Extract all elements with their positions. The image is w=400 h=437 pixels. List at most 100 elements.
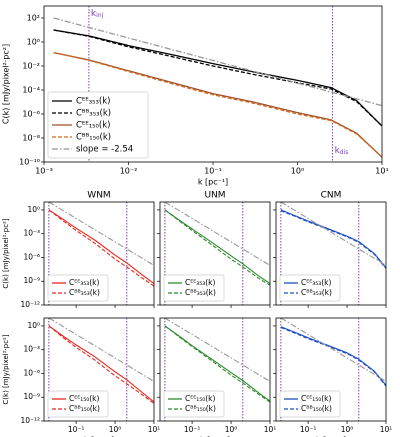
x-tick-label: 10⁰: [225, 425, 238, 434]
legend-label: Cᴱᴱ₁₅₀(k): [69, 394, 99, 403]
legend-label: Cᴮᴮ₃₅₃(k): [69, 288, 100, 297]
x-axis-label: k [pc⁻¹]: [316, 436, 346, 437]
legend-label: Cᴱᴱ₃₅₃(k): [185, 278, 215, 287]
y-axis-label: C(k) [mJy/pixel²·pc²]: [2, 218, 10, 288]
x-axis-label: k [pc⁻¹]: [198, 178, 228, 187]
legend-label: Cᴮᴮ₁₅₀(k): [76, 133, 111, 143]
plot-area: [280, 202, 386, 305]
series-line: [48, 202, 154, 266]
y-tick-label: 10⁻¹⁰: [19, 158, 40, 167]
plot-area: [48, 318, 154, 421]
legend-label: Cᴮᴮ₃₅₃(k): [185, 288, 216, 297]
y-tick-label: 10⁻⁴: [22, 86, 40, 95]
panel-title: WNM: [87, 191, 110, 201]
legend-label: Cᴱᴱ₁₅₀(k): [301, 394, 331, 403]
y-tick-label: 10⁻⁶: [23, 368, 40, 377]
plot-area: [48, 202, 154, 305]
legend-label: Cᴱᴱ₁₅₀(k): [76, 121, 110, 131]
x-axis-label: k [pc⁻¹]: [200, 436, 230, 437]
series-line: [48, 209, 154, 285]
legend-box: [163, 390, 225, 418]
y-tick-label: 10⁻⁸: [22, 134, 40, 143]
series-line: [53, 51, 382, 158]
legend-box: [279, 390, 341, 418]
legend-box: [47, 91, 149, 159]
y-tick-label: 10⁰: [27, 205, 40, 214]
panel: CNM Cᴱᴱ₃₅₃(k)Cᴮᴮ₃₅₃(k): [273, 191, 387, 308]
axes-frame: [275, 317, 387, 422]
series-line: [48, 318, 154, 382]
legend-label: Cᴱᴱ₃₅₃(k): [301, 278, 331, 287]
legend-label: Cᴮᴮ₃₅₃(k): [76, 109, 111, 119]
reference-subscript: inj: [96, 12, 103, 19]
reference-symbol: k: [335, 146, 341, 156]
legend-label: Cᴱᴱ₃₅₃(k): [76, 97, 110, 107]
x-tick-label: 10⁰: [291, 167, 304, 176]
y-tick-label: 10⁻³: [23, 229, 40, 238]
x-tick-label: 10⁻¹: [300, 425, 317, 434]
legend-label: Cᴮᴮ₁₅₀(k): [301, 404, 332, 413]
series-line: [48, 209, 154, 287]
y-tick-label: 10⁻⁶: [23, 252, 40, 261]
legend-box: [47, 390, 109, 418]
y-tick-label: 10⁻³: [23, 345, 40, 354]
plot-area: [164, 202, 270, 305]
x-tick-label: 10⁻¹: [68, 425, 85, 434]
reference-label: kinj: [91, 9, 104, 19]
x-tick-label: 10¹: [148, 425, 161, 434]
y-tick-label: 10⁰: [27, 38, 40, 47]
legend-label: Cᴱᴱ₁₅₀(k): [185, 394, 215, 403]
panel: 10⁻¹ 10⁰ 10¹ 10⁰ 10⁻³ 10⁻⁶ 10⁻⁹ 10⁻¹² k [pc⁻¹] C(…: [2, 317, 161, 437]
panel: 10⁻¹ 10⁰ 10¹ k [pc⁻¹] Cᴱᴱ₁₅₀(k)Cᴮᴮ₁₅₀(k): [273, 317, 393, 437]
x-tick-label: 10⁻¹: [204, 167, 222, 176]
plot-area: [164, 318, 270, 421]
x-tick-label: 10¹: [375, 167, 388, 176]
series-line: [280, 202, 386, 266]
panel: 10⁻¹ 10⁰ 10¹ k [pc⁻¹] Cᴱᴱ₁₅₀(k)Cᴮᴮ₁₅₀(k): [157, 317, 277, 437]
series-line: [164, 209, 270, 285]
axes-frame: [43, 201, 155, 306]
y-tick-label: 10⁻¹²: [20, 416, 40, 425]
series-line: [48, 325, 154, 403]
x-tick-label: 10⁻²: [120, 167, 138, 176]
y-axis-label: C(k) [mJy/pixel²·pc²]: [2, 44, 11, 124]
x-tick-label: 10⁰: [109, 425, 122, 434]
legend-label: slope = -2.54: [76, 145, 133, 155]
y-axis-label: C(k) [mJy/pixel²·pc²]: [2, 334, 10, 404]
legend-label: Cᴮᴮ₁₅₀(k): [69, 404, 100, 413]
legend-label: Cᴱᴱ₃₅₃(k): [69, 278, 99, 287]
panel: WNM 10⁰ 10⁻³ 10⁻⁶ 10⁻⁹ 10⁻¹² C(k) [mJy/pixel²·…: [2, 191, 155, 309]
legend-box: [47, 274, 109, 302]
axes-frame: [159, 317, 271, 422]
y-tick-label: 10⁻⁹: [23, 392, 40, 401]
panel-title: UNM: [204, 191, 225, 201]
series-line: [164, 318, 270, 382]
panel-title: CNM: [321, 191, 342, 201]
x-tick-label: 10⁻¹: [184, 425, 201, 434]
series-line: [280, 210, 386, 269]
axes-frame: [159, 201, 271, 306]
series-line: [164, 209, 270, 286]
x-axis-label: k [pc⁻¹]: [84, 436, 114, 437]
legend-box: [163, 274, 225, 302]
series-line: [280, 326, 386, 386]
x-tick-label: 10¹: [380, 425, 393, 434]
series-line: [280, 209, 386, 269]
reference-symbol: k: [91, 9, 97, 19]
plot-area: [280, 318, 386, 421]
series-line: [53, 17, 382, 107]
series-line: [53, 29, 382, 127]
series-line: [164, 325, 270, 402]
panel: UNM Cᴱᴱ₃₅₃(k)Cᴮᴮ₃₅₃(k): [157, 191, 271, 308]
y-tick-label: 10⁻²: [22, 62, 40, 71]
y-tick-label: 10⁻⁶: [22, 110, 40, 119]
series-line: [53, 29, 382, 127]
legend-label: Cᴮᴮ₁₅₀(k): [185, 404, 216, 413]
y-tick-label: 10⁻¹²: [20, 300, 40, 309]
y-tick-label: 10²: [27, 14, 40, 23]
axes-frame: [275, 201, 387, 306]
x-tick-label: 10¹: [264, 425, 277, 434]
series-line: [280, 326, 386, 387]
x-tick-label: 10⁻³: [35, 167, 53, 176]
